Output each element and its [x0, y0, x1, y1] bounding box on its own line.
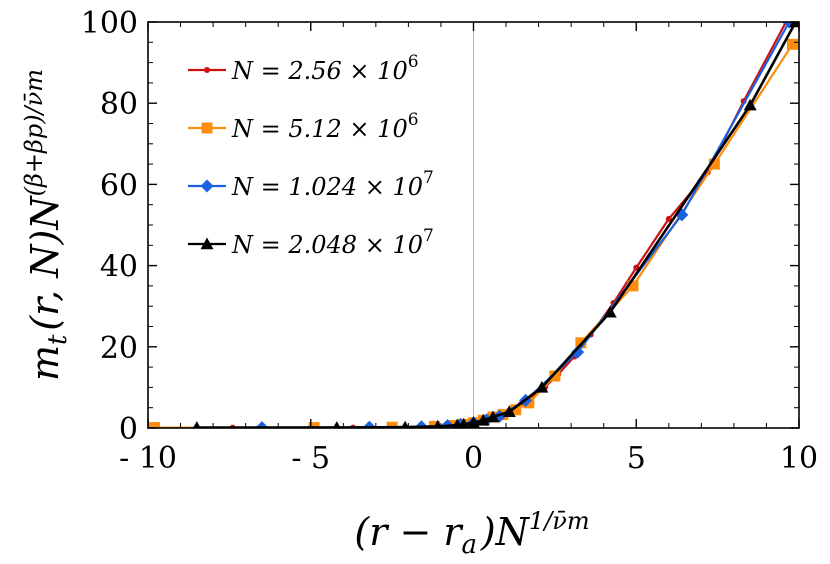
data-point	[633, 264, 640, 271]
data-point	[502, 405, 516, 417]
data-point	[627, 280, 639, 292]
data-point	[603, 305, 617, 318]
legend: N = 2.56 × 106 N = 5.12 × 106 N = 1.024 × …	[188, 52, 434, 259]
data-point	[571, 345, 585, 359]
legend-marker	[204, 67, 210, 73]
data-point	[549, 370, 561, 382]
legend-marker	[200, 179, 214, 193]
y-tick-label: 20	[100, 331, 138, 366]
data-point	[386, 421, 398, 428]
legend-label: N = 2.048 × 107	[231, 226, 434, 259]
x-axis-title: (r − ra )N1/ν̄m	[354, 507, 589, 560]
series-line	[196, 22, 797, 428]
data-point	[476, 413, 490, 426]
data-point	[149, 422, 161, 428]
y-tick-label: 40	[100, 250, 138, 285]
x-tick-label: 5	[627, 441, 646, 476]
data-point	[332, 421, 341, 428]
data-point	[665, 215, 672, 222]
y-axis-title: mt (r, N)N(β+βp)/ν̄m	[20, 69, 73, 381]
x-tick-label: - 10	[119, 441, 177, 476]
y-tick-label: 60	[100, 168, 138, 203]
legend-label: N = 1.024 × 107	[231, 168, 434, 201]
data-point	[308, 422, 320, 428]
data-point	[789, 22, 799, 28]
x-tick-label: - 5	[291, 441, 330, 476]
y-tick-label: 100	[81, 6, 138, 41]
legend-label: N = 2.56 × 106	[231, 52, 419, 85]
data-point	[433, 419, 443, 428]
legend-marker	[200, 237, 214, 250]
data-point	[428, 420, 440, 428]
plot-area	[149, 22, 799, 428]
legend-entry-1: N = 2.56 × 106	[188, 52, 419, 85]
legend-label: N = 5.12 × 106	[231, 110, 419, 143]
y-tick-label: 80	[100, 87, 138, 122]
data-point	[458, 417, 470, 428]
data-point	[192, 421, 201, 428]
x-tick-label: 10	[780, 441, 818, 476]
y-tick-label: 0	[119, 412, 138, 447]
data-point	[255, 421, 269, 428]
series-4	[192, 22, 799, 428]
legend-entry-3: N = 1.024 × 107	[188, 168, 434, 201]
legend-entry-2: N = 5.12 × 106	[188, 110, 419, 143]
data-point	[401, 420, 410, 428]
data-point	[486, 410, 500, 423]
data-point	[535, 380, 549, 393]
data-point	[743, 98, 757, 111]
data-point	[708, 158, 720, 170]
legend-entry-4: N = 2.048 × 107	[188, 226, 434, 259]
data-point	[786, 38, 798, 50]
data-point	[510, 404, 522, 416]
x-tick-label: 0	[464, 441, 483, 476]
legend-marker	[201, 122, 213, 134]
